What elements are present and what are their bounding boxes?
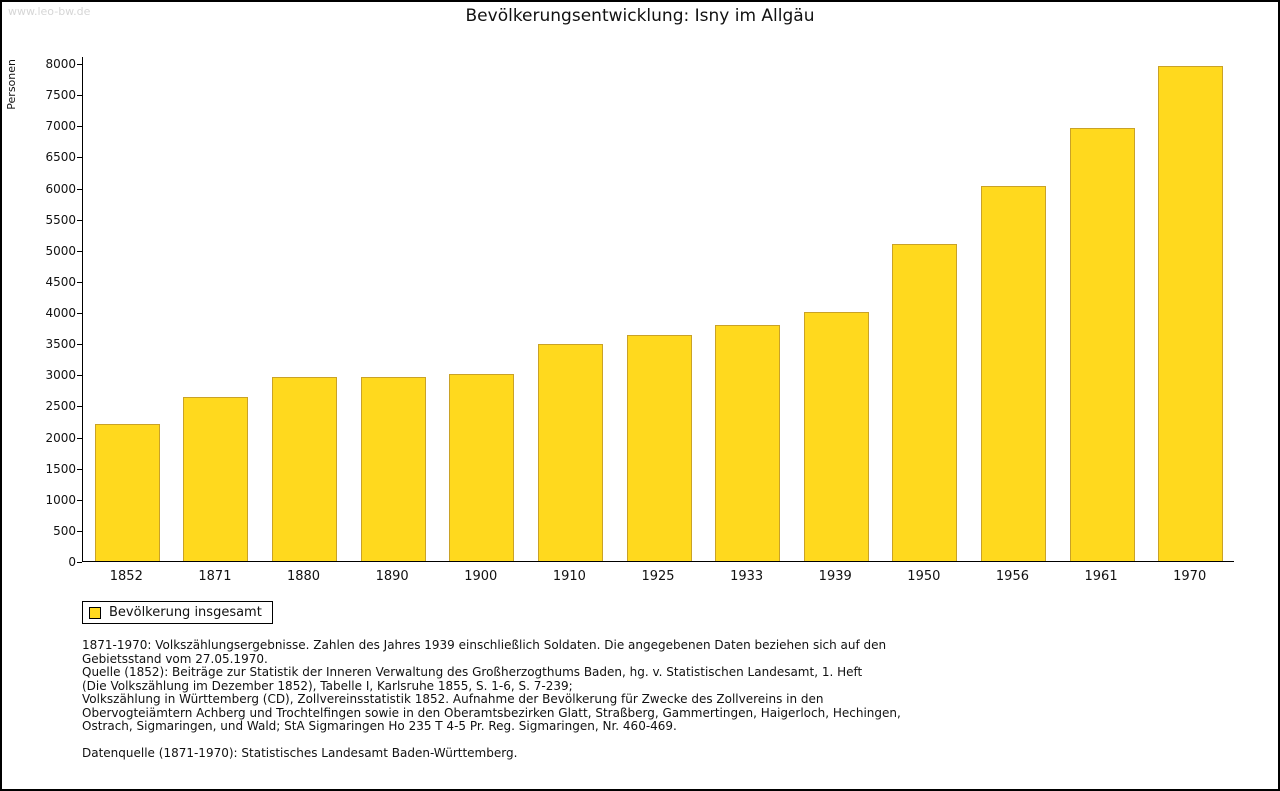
y-tick-mark xyxy=(77,281,82,283)
x-tick-label: 1910 xyxy=(552,569,586,584)
y-tick-mark xyxy=(77,344,82,346)
footnote-line: Obervogteiämtern Achberg und Trochtelfin… xyxy=(82,705,901,720)
bar-1961 xyxy=(1069,128,1135,561)
x-tick-label: 1933 xyxy=(730,569,764,584)
footnote-line: Ostrach, Sigmaringen, und Wald; StA Sigm… xyxy=(82,719,677,733)
footnote-line: Datenquelle (1871-1970): Statistisches L… xyxy=(82,746,518,760)
x-axis: 1852 1871 1880 1890 1900 1910 1925 1933 1939 1950… xyxy=(82,569,1234,587)
y-tick-label: 5500 xyxy=(45,212,76,227)
y-tick-mark xyxy=(77,250,82,252)
y-tick-mark xyxy=(77,562,82,563)
bar-1910 xyxy=(537,343,603,561)
bar-1950 xyxy=(892,243,958,561)
y-tick-label: 2000 xyxy=(45,430,76,445)
y-tick-mark xyxy=(77,157,82,159)
y-tick-mark xyxy=(77,95,82,97)
y-tick-mark xyxy=(77,313,82,314)
chart-title: Bevölkerungsentwicklung: Isny im Allgäu xyxy=(465,6,815,26)
y-tick-mark xyxy=(77,188,82,190)
bar-1925 xyxy=(626,335,692,561)
footnote-line: 1871-1970: Volkszählungsergebnisse. Zahl… xyxy=(82,638,887,652)
x-tick-label: 1970 xyxy=(1173,569,1207,584)
y-tick-label: 0 xyxy=(68,555,76,569)
x-tick-label: 1871 xyxy=(198,569,232,584)
y-tick-label: 7000 xyxy=(45,119,76,134)
footnotes: 1871-1970: Volkszählungsergebnisse. Zahl… xyxy=(82,638,1167,761)
footnote-line xyxy=(82,734,1167,748)
y-axis: 0 500 1000 1500 2000 2500 3000 3500 4000 4500 5000… xyxy=(2,2,76,602)
legend-label: Bevölkerung insgesamt xyxy=(109,605,262,620)
x-tick-label: 1939 xyxy=(818,569,852,584)
plot-area xyxy=(77,57,1234,563)
y-tick-label: 6500 xyxy=(45,150,76,165)
footnote-line: (Die Volkszählung im Dezember 1852), Tab… xyxy=(82,678,573,693)
x-tick-label: 1961 xyxy=(1084,569,1118,584)
y-tick-mark xyxy=(77,375,82,377)
bar-1890 xyxy=(360,377,426,561)
y-tick-label: 4500 xyxy=(45,274,76,289)
x-tick-label: 1925 xyxy=(641,569,675,584)
bar-1880 xyxy=(272,377,338,561)
legend-swatch xyxy=(89,606,101,619)
x-tick-label: 1880 xyxy=(286,569,321,584)
x-tick-label: 1956 xyxy=(995,569,1029,584)
y-tick-label: 3000 xyxy=(45,368,76,383)
y-tick-label: 6000 xyxy=(45,181,76,196)
y-tick-mark xyxy=(77,219,82,221)
bar-1933 xyxy=(715,325,781,561)
bar-1871 xyxy=(183,396,249,561)
bar-1970 xyxy=(1158,65,1224,561)
y-tick-mark xyxy=(77,64,82,65)
y-tick-label: 5000 xyxy=(45,243,76,258)
y-tick-mark xyxy=(77,499,82,501)
y-tick-mark xyxy=(77,126,82,128)
y-tick-label: 8000 xyxy=(45,57,76,71)
y-tick-label: 1500 xyxy=(45,461,76,476)
bar-1939 xyxy=(803,312,869,561)
x-tick-label: 1900 xyxy=(464,569,498,584)
y-tick-label: 2500 xyxy=(45,399,76,414)
x-tick-label: 1950 xyxy=(907,569,941,584)
y-tick-label: 4000 xyxy=(45,306,76,320)
y-tick-mark xyxy=(77,468,82,470)
footnote-line: Volkszählung in Württemberg (CD), Zollve… xyxy=(82,692,824,706)
footnote-line: Quelle (1852): Beiträge zur Statistik de… xyxy=(82,665,863,679)
legend: Bevölkerung insgesamt xyxy=(82,601,273,624)
y-tick-label: 500 xyxy=(53,523,76,538)
y-tick-label: 7500 xyxy=(45,88,76,103)
y-tick-label: 1000 xyxy=(45,492,76,507)
bar-1852 xyxy=(94,424,160,561)
x-tick-label: 1852 xyxy=(109,569,143,584)
footnote-line: Gebietsstand vom 27.05.1970. xyxy=(82,651,268,666)
watermark: www.leo-bw.de xyxy=(8,5,91,18)
bar-1956 xyxy=(980,185,1046,561)
y-tick-mark xyxy=(77,530,82,532)
y-tick-mark xyxy=(77,437,82,439)
y-tick-label: 3500 xyxy=(45,337,76,352)
bar-1900 xyxy=(449,374,515,561)
x-tick-label: 1890 xyxy=(375,569,409,584)
y-tick-mark xyxy=(77,406,82,408)
